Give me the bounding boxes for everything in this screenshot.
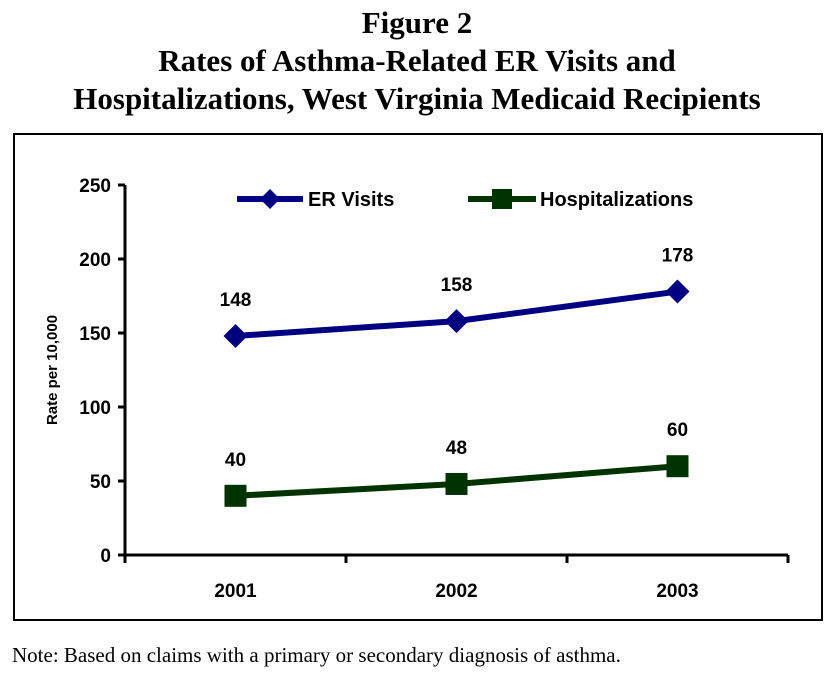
figure-label: Figure 2 bbox=[361, 5, 473, 40]
chart-title-line2: Hospitalizations, West Virginia Medicaid… bbox=[73, 81, 761, 116]
y-tick-label: 100 bbox=[79, 398, 111, 419]
data-point-diamond bbox=[665, 279, 690, 304]
data-label: 178 bbox=[662, 246, 694, 267]
footnote: Note: Based on claims with a primary or … bbox=[12, 643, 621, 667]
data-label: 40 bbox=[225, 450, 246, 471]
y-tick-label: 0 bbox=[100, 546, 111, 567]
y-tick-label: 250 bbox=[79, 176, 111, 197]
y-tick-label: 50 bbox=[90, 472, 111, 493]
chart-frame bbox=[13, 133, 823, 621]
data-point-square bbox=[224, 484, 247, 507]
data-point-diamond bbox=[223, 323, 248, 348]
y-axis-label: Rate per 10,000 bbox=[44, 315, 61, 425]
x-tick-label: 2002 bbox=[435, 581, 477, 602]
y-tick-label: 200 bbox=[79, 250, 111, 271]
legend-label-hospitalizations: Hospitalizations bbox=[540, 189, 693, 211]
chart-title-line1: Rates of Asthma-Related ER Visits and bbox=[158, 43, 676, 78]
legend-square-icon bbox=[492, 189, 512, 209]
x-tick-label: 2001 bbox=[214, 581, 257, 602]
data-point-diamond bbox=[444, 309, 469, 334]
data-label: 158 bbox=[441, 275, 473, 296]
legend-diamond-icon bbox=[260, 189, 280, 209]
data-point-square bbox=[445, 472, 468, 495]
legend-label-er-visits: ER Visits bbox=[308, 189, 394, 211]
data-label: 48 bbox=[446, 438, 467, 459]
data-label: 60 bbox=[667, 420, 688, 441]
x-tick-label: 2003 bbox=[656, 581, 698, 602]
y-tick-label: 150 bbox=[79, 324, 111, 345]
data-point-square bbox=[666, 455, 689, 478]
data-label: 148 bbox=[220, 290, 252, 311]
